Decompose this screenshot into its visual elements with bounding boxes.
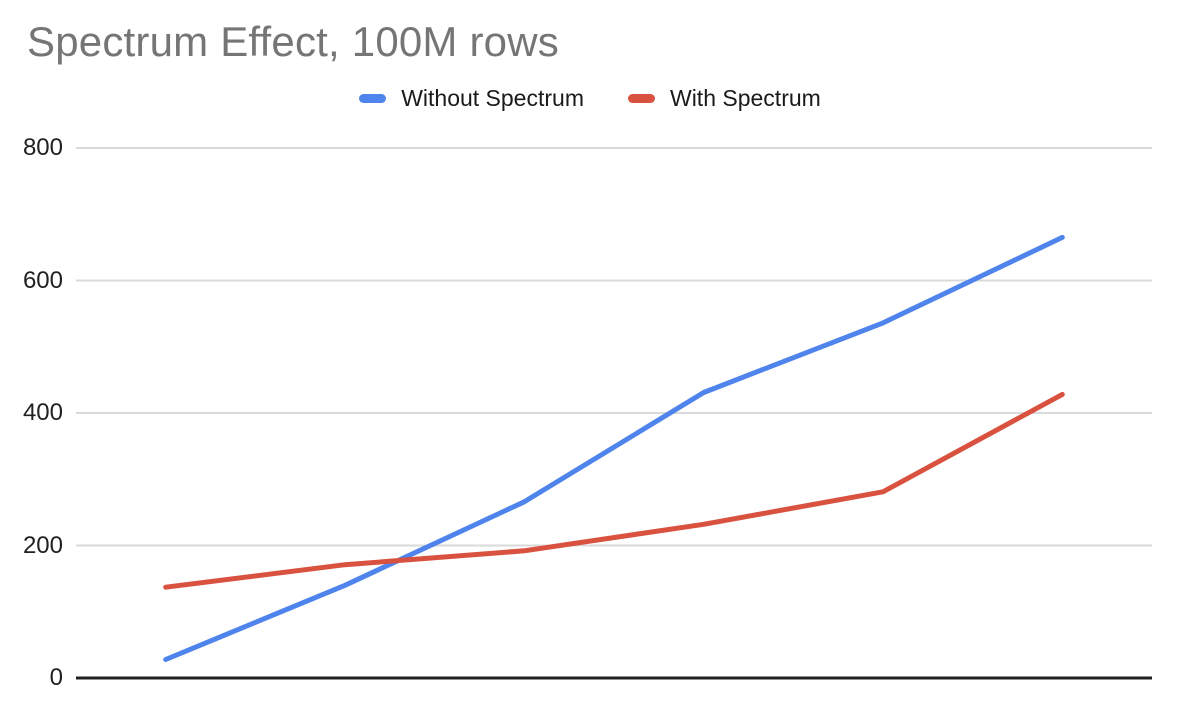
- legend-swatch-with-spectrum: [627, 93, 655, 103]
- legend-label-with-spectrum: With Spectrum: [669, 84, 821, 111]
- legend-item-with-spectrum[interactable]: With Spectrum: [627, 84, 821, 112]
- y-axis-tick-label: 800: [22, 134, 63, 161]
- chart-title: Spectrum Effect, 100M rows: [27, 18, 559, 65]
- legend-swatch-without-spectrum: [359, 93, 387, 103]
- series-line-with-spectrum[interactable]: [163, 391, 1065, 590]
- y-axis-tick-label: 600: [22, 266, 63, 294]
- legend: Without Spectrum With Spectrum: [0, 84, 1180, 112]
- legend-item-without-spectrum[interactable]: Without Spectrum: [359, 85, 584, 112]
- series-line-without-spectrum[interactable]: [163, 234, 1065, 662]
- y-axis-tick-label: 400: [22, 399, 63, 426]
- legend-label-without-spectrum: Without Spectrum: [401, 84, 584, 111]
- y-axis-tick-label: 0: [49, 664, 63, 691]
- y-axis-tick-label: 200: [22, 531, 63, 559]
